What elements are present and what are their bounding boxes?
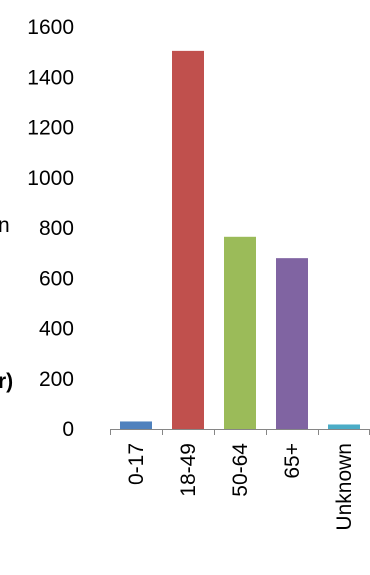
cut-off-label-fragment-1: n bbox=[0, 214, 10, 237]
x-category-label: Unknown bbox=[333, 443, 356, 531]
x-category-label: 65+ bbox=[281, 443, 304, 479]
bars bbox=[120, 50, 360, 430]
bar-0-17 bbox=[120, 421, 152, 429]
x-category-label: 0-17 bbox=[125, 443, 148, 485]
y-axis-tick-labels: 0 200 400 600 800 1000 1200 1400 1600 bbox=[27, 16, 74, 441]
bar-unknown bbox=[328, 424, 360, 429]
x-axis-category-labels: 0-17 18-49 50-64 65+ Unknown bbox=[125, 443, 356, 531]
y-tick-label: 200 bbox=[39, 368, 74, 391]
y-tick-label: 1600 bbox=[27, 16, 74, 39]
x-category-label: 18-49 bbox=[177, 443, 200, 497]
y-tick-label: 1200 bbox=[27, 117, 74, 140]
y-tick-label: 800 bbox=[39, 217, 74, 240]
y-tick-label: 400 bbox=[39, 318, 74, 341]
x-category-label: 50-64 bbox=[229, 443, 252, 497]
bar-18-49 bbox=[172, 50, 204, 430]
bar-50-64 bbox=[224, 236, 256, 429]
y-tick-label: 1000 bbox=[27, 167, 74, 190]
y-tick-label: 1400 bbox=[27, 66, 74, 89]
cut-off-label-fragment-2: r) bbox=[0, 370, 13, 393]
bar-65 bbox=[276, 258, 308, 429]
y-tick-label: 600 bbox=[39, 267, 74, 290]
y-tick-label: 0 bbox=[62, 418, 74, 441]
